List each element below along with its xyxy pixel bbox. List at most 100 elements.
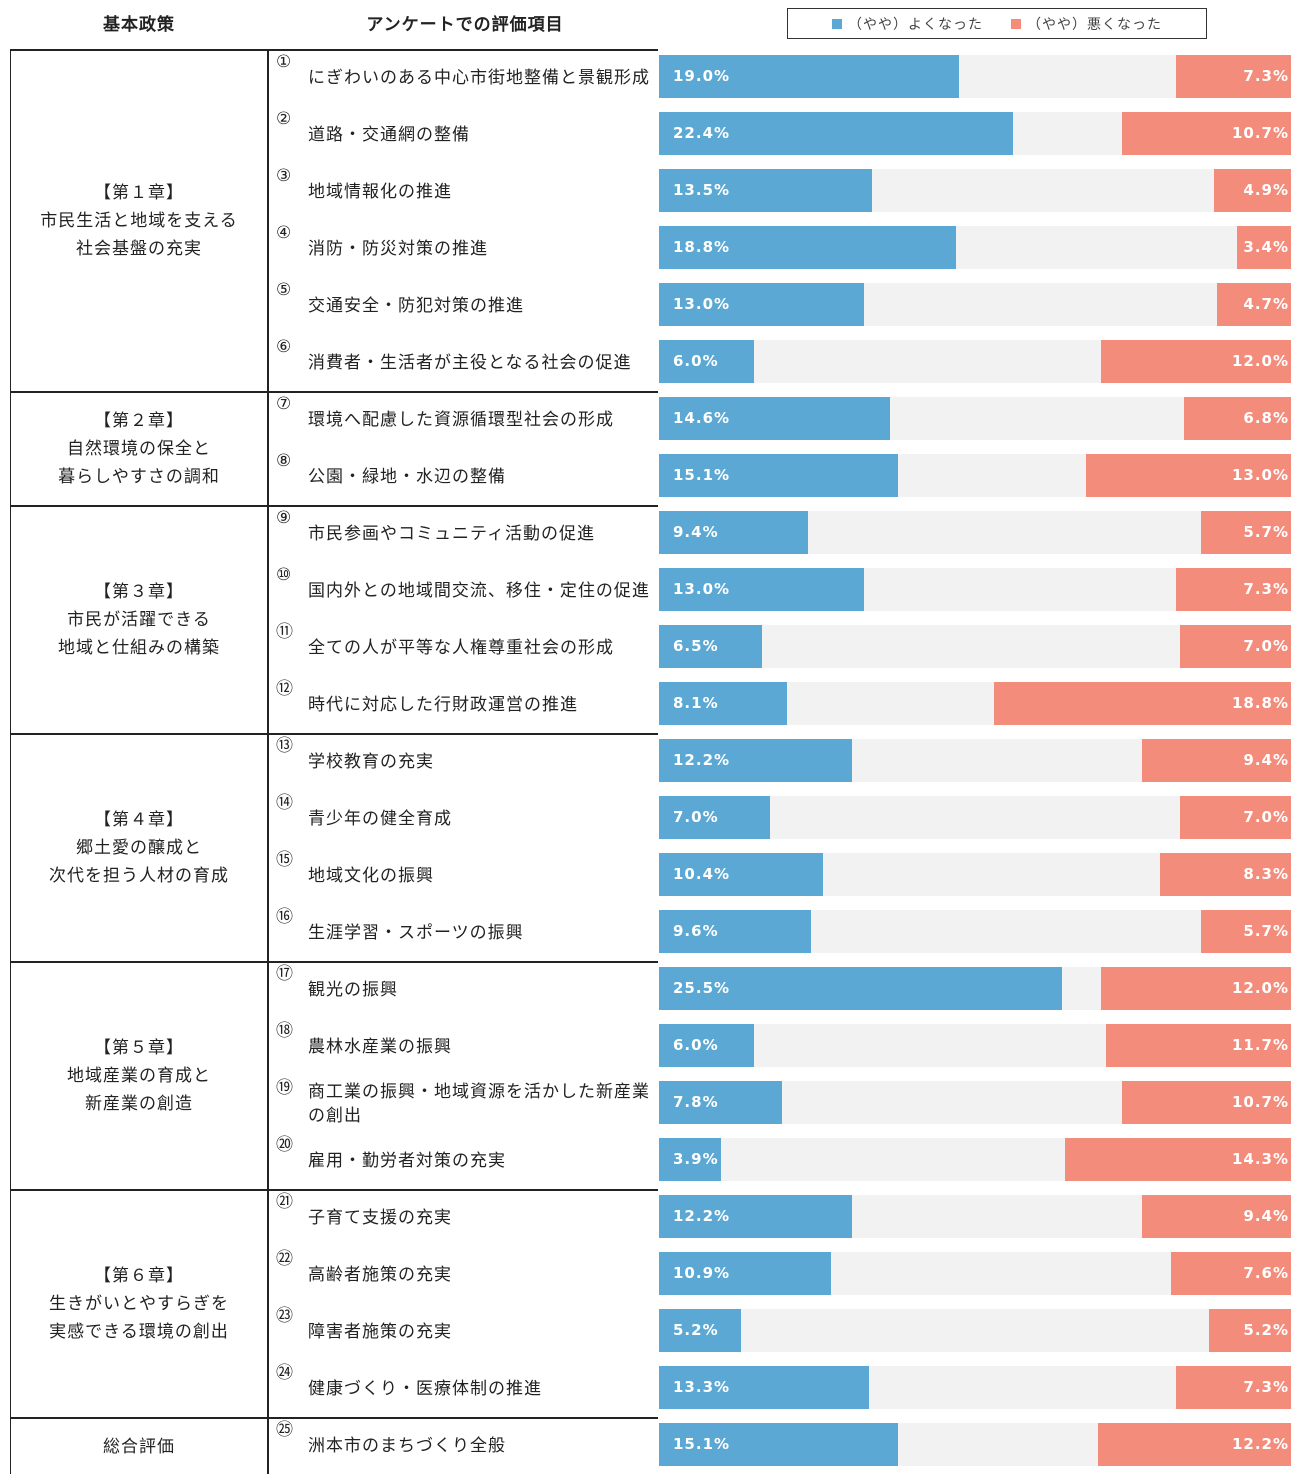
bar-track: 13.5% 4.9% bbox=[659, 169, 1291, 212]
bar-good bbox=[659, 796, 770, 839]
data-label-bad: 7.3% bbox=[1243, 67, 1289, 85]
data-label-good: 7.8% bbox=[673, 1093, 719, 1111]
evaluation-item: ⑥ 消費者・生活者が主役となる社会の促進 bbox=[276, 335, 658, 390]
bar-track: 22.4% 10.7% bbox=[659, 112, 1291, 155]
data-label-good: 22.4% bbox=[673, 124, 731, 142]
evaluation-item: ⑪ 全ての人が平等な人権尊重社会の形成 bbox=[276, 620, 658, 675]
data-label-bad: 9.4% bbox=[1243, 751, 1289, 769]
bar-good bbox=[659, 625, 762, 668]
data-label-good: 15.1% bbox=[673, 466, 731, 484]
legend-swatch-good bbox=[832, 18, 842, 29]
bar-bad bbox=[1200, 910, 1291, 953]
item-label: 公園・緑地・水辺の整備 bbox=[308, 466, 506, 487]
legend-label-good: （やや）よくなった bbox=[848, 16, 983, 33]
bar-good bbox=[659, 55, 960, 98]
item-number: ⑱ bbox=[276, 1021, 294, 1041]
item-number: ⑳ bbox=[276, 1135, 294, 1155]
bar-good bbox=[659, 682, 787, 725]
evaluation-item: ⑮ 地域文化の振興 bbox=[276, 848, 658, 903]
data-label-bad: 4.7% bbox=[1243, 295, 1289, 313]
bar-good bbox=[659, 226, 957, 269]
bar-good bbox=[659, 1024, 754, 1067]
bar-bad bbox=[1065, 1138, 1291, 1181]
data-label-good: 13.0% bbox=[673, 580, 731, 598]
item-label: 国内外との地域間交流、移住・定住の促進 bbox=[308, 580, 650, 601]
data-label-bad: 5.7% bbox=[1243, 922, 1289, 940]
item-label: 青少年の健全育成 bbox=[308, 808, 452, 829]
data-label-bad: 7.0% bbox=[1243, 808, 1289, 826]
data-label-good: 12.2% bbox=[673, 1207, 731, 1225]
legend-entry-good: （やや）よくなった bbox=[832, 14, 983, 34]
bar-bad bbox=[1216, 283, 1291, 326]
data-label-bad: 14.3% bbox=[1231, 1150, 1289, 1168]
evaluation-item: ⑤ 交通安全・防犯対策の推進 bbox=[276, 278, 658, 333]
bar-track: 6.0% 12.0% bbox=[659, 340, 1291, 383]
bar-track: 18.8% 3.4% bbox=[659, 226, 1291, 269]
data-label-bad: 18.8% bbox=[1231, 694, 1289, 712]
bar-bad bbox=[1200, 511, 1291, 554]
bar-track: 19.0% 7.3% bbox=[659, 55, 1291, 98]
data-label-bad: 3.4% bbox=[1243, 238, 1289, 256]
item-label: 生涯学習・スポーツの振興 bbox=[308, 922, 524, 943]
bar-good bbox=[659, 454, 898, 497]
chapter-items-divider bbox=[269, 1189, 658, 1191]
evaluation-item: ⑫ 時代に対応した行財政運営の推進 bbox=[276, 677, 658, 732]
bar-track: 7.8% 10.7% bbox=[659, 1081, 1291, 1124]
item-number: ㉑ bbox=[276, 1192, 294, 1212]
data-label-bad: 10.7% bbox=[1231, 124, 1289, 142]
evaluation-item: ⑳ 雇用・勤労者対策の充実 bbox=[276, 1133, 658, 1188]
bar-good bbox=[659, 853, 824, 896]
bar-track: 10.4% 8.3% bbox=[659, 853, 1291, 896]
bar-bad bbox=[1121, 112, 1291, 155]
bar-bad bbox=[1121, 1081, 1291, 1124]
chapter-items-divider bbox=[269, 733, 658, 735]
legend: （やや）よくなった （やや）悪くなった bbox=[787, 8, 1207, 39]
data-label-bad: 4.9% bbox=[1243, 181, 1289, 199]
legend-label-bad: （やや）悪くなった bbox=[1027, 16, 1162, 33]
bar-bad bbox=[1101, 340, 1291, 383]
bar-track: 15.1% 12.2% bbox=[659, 1423, 1291, 1466]
bar-bad bbox=[1180, 796, 1291, 839]
bar-bad bbox=[1175, 568, 1291, 611]
bar-good bbox=[659, 1081, 783, 1124]
bar-bad bbox=[1183, 397, 1291, 440]
data-label-bad: 10.7% bbox=[1231, 1093, 1289, 1111]
chapter-items-divider bbox=[269, 49, 658, 51]
bar-track: 9.4% 5.7% bbox=[659, 511, 1291, 554]
item-label: 消費者・生活者が主役となる社会の促進 bbox=[308, 352, 632, 373]
data-label-good: 13.0% bbox=[673, 295, 731, 313]
item-label: 環境へ配慮した資源循環型社会の形成 bbox=[308, 409, 614, 430]
evaluation-item: ⑨ 市民参画やコミュニティ活動の促進 bbox=[276, 506, 658, 561]
bar-track: 15.1% 13.0% bbox=[659, 454, 1291, 497]
item-label: 学校教育の充実 bbox=[308, 751, 434, 772]
data-label-good: 12.2% bbox=[673, 751, 731, 769]
data-label-good: 15.1% bbox=[673, 1435, 731, 1453]
item-number: ⑬ bbox=[276, 736, 294, 756]
bar-good bbox=[659, 511, 808, 554]
data-label-good: 13.3% bbox=[673, 1378, 731, 1396]
data-label-good: 19.0% bbox=[673, 67, 731, 85]
bar-good bbox=[659, 568, 865, 611]
chapter-items-divider bbox=[269, 961, 658, 963]
data-label-good: 9.6% bbox=[673, 922, 719, 940]
data-label-bad: 9.4% bbox=[1243, 1207, 1289, 1225]
item-number: ⑦ bbox=[276, 394, 293, 414]
item-number: ⑲ bbox=[276, 1078, 294, 1098]
item-label: 地域情報化の推進 bbox=[308, 181, 452, 202]
item-label: 高齢者施策の充実 bbox=[308, 1264, 452, 1285]
bar-bad bbox=[1208, 1309, 1291, 1352]
bar-track: 9.6% 5.7% bbox=[659, 910, 1291, 953]
item-number: ⑥ bbox=[276, 337, 293, 357]
item-label: 健康づくり・医療体制の推進 bbox=[308, 1378, 542, 1399]
bar-track: 13.0% 4.7% bbox=[659, 283, 1291, 326]
item-number: ⑰ bbox=[276, 964, 294, 984]
evaluation-item: ⑬ 学校教育の充実 bbox=[276, 734, 658, 789]
bar-good bbox=[659, 283, 865, 326]
chapter-cell: 【第４章】 郷土愛の醸成と 次代を担う人材の育成 bbox=[10, 733, 269, 961]
bar-bad bbox=[1175, 1366, 1291, 1409]
data-label-bad: 13.0% bbox=[1231, 466, 1289, 484]
item-label: 農林水産業の振興 bbox=[308, 1036, 452, 1057]
